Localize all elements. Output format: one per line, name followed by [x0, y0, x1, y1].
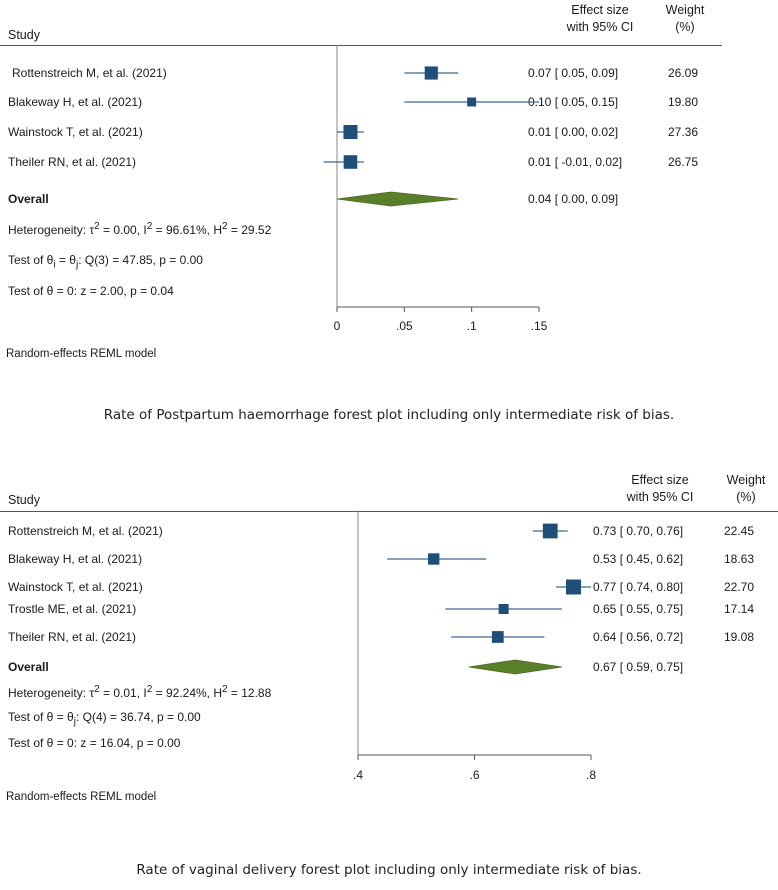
ci-header: with 95% CI — [626, 490, 694, 504]
figure-caption: Rate of Postpartum haemorrhage forest pl… — [103, 407, 675, 423]
study-weight-value: 17.14 — [724, 602, 755, 616]
study-weight-value: 19.80 — [668, 95, 699, 109]
overall-label: Overall — [8, 192, 49, 206]
study-label: Blakeway H, et al. (2021) — [8, 95, 143, 109]
overall-ci-value: 0.67 [ 0.59, 0.75] — [593, 660, 684, 674]
study-label: Trostle ME, et al. (2021) — [8, 602, 137, 616]
study-ci-value: 0.64 [ 0.56, 0.72] — [593, 630, 684, 644]
study-label: Theiler RN, et al. (2021) — [8, 630, 137, 644]
study-ci-value: 0.53 [ 0.45, 0.62] — [593, 552, 684, 566]
x-tick-label: .4 — [353, 768, 363, 782]
overall-ci-value: 0.04 [ 0.00, 0.09] — [528, 192, 619, 206]
figure-caption: Rate of vaginal delivery forest plot inc… — [136, 862, 642, 878]
study-ci-value: 0.01 [ -0.01, 0.02] — [528, 155, 623, 169]
study-weight-value: 22.70 — [724, 580, 755, 594]
study-label: Rottenstreich M, et al. (2021) — [12, 66, 167, 80]
overall-label: Overall — [8, 660, 49, 674]
study-ci-value: 0.65 [ 0.55, 0.75] — [593, 602, 684, 616]
forest-plot-vaginal-delivery: Study Effect size with 95% CI Weight (%)… — [0, 465, 778, 810]
study-column-header: Study — [8, 28, 40, 42]
study-weight-value: 26.75 — [668, 155, 699, 169]
study-ci-value: 0.73 [ 0.70, 0.76] — [593, 524, 684, 538]
study-label: Wainstock T, et al. (2021) — [8, 580, 143, 594]
study-ci-value: 0.10 [ 0.05, 0.15] — [528, 95, 619, 109]
weight-unit-header: (%) — [675, 20, 695, 34]
study-label: Blakeway H, et al. (2021) — [8, 552, 143, 566]
study-weight-value: 26.09 — [668, 66, 699, 80]
forest-plot-postpartum-haemorrhage: Study Effect size with 95% CI Weight (%)… — [0, 0, 778, 370]
x-tick-label: .15 — [531, 319, 548, 333]
test-theta-zero-text: Test of θ = 0: z = 16.04, p = 0.00 — [8, 736, 181, 750]
model-label: Random-effects REML model — [6, 791, 157, 803]
study-label: Theiler RN, et al. (2021) — [8, 155, 137, 169]
overall-diamond — [336, 191, 459, 207]
effect-marker — [424, 66, 438, 80]
study-label: Wainstock T, et al. (2021) — [8, 125, 143, 139]
x-tick-label: 0 — [334, 319, 341, 333]
weight-header: Weight — [665, 3, 705, 17]
forest-plot-graphic: 0 .05 .1 .15 — [323, 45, 548, 333]
test-theta-zero-text: Test of θ = 0: z = 2.00, p = 0.04 — [8, 284, 174, 298]
weight-header: Weight — [726, 473, 766, 487]
study-column-header: Study — [8, 493, 40, 507]
heterogeneity-text: Heterogeneity: τ2 = 0.00, I2 = 96.61%, H… — [8, 221, 272, 237]
heterogeneity-text: Heterogeneity: τ2 = 0.01, I2 = 92.24%, H… — [8, 684, 272, 700]
study-weight-value: 27.36 — [668, 125, 699, 139]
effect-marker — [428, 553, 440, 565]
model-label: Random-effects REML model — [6, 348, 157, 360]
header-rule — [0, 45, 722, 46]
study-ci-value: 0.77 [ 0.74, 0.80] — [593, 580, 684, 594]
header-rule — [0, 511, 778, 512]
x-tick-label: .05 — [396, 319, 413, 333]
study-weight-value: 22.45 — [724, 524, 755, 538]
effect-marker — [343, 155, 358, 169]
effect-marker — [467, 97, 477, 107]
x-tick-label: .6 — [469, 768, 479, 782]
effect-marker — [566, 579, 582, 595]
effect-size-header: Effect size — [631, 473, 689, 487]
study-weight-value: 19.08 — [724, 630, 755, 644]
x-tick-label: .1 — [467, 319, 477, 333]
effect-size-header: Effect size — [571, 3, 629, 17]
study-ci-value: 0.01 [ 0.00, 0.02] — [528, 125, 619, 139]
effect-marker — [542, 523, 558, 539]
effect-marker — [491, 631, 504, 643]
study-label: Rottenstreich M, et al. (2021) — [8, 524, 163, 538]
weight-unit-header: (%) — [736, 490, 756, 504]
effect-marker — [498, 604, 509, 614]
study-weight-value: 18.63 — [724, 552, 755, 566]
effect-marker — [343, 125, 358, 139]
ci-header: with 95% CI — [566, 20, 634, 34]
test-theta-i-text: Test of θ = θj: Q(4) = 36.74, p = 0.00 — [8, 710, 201, 728]
forest-plot-graphic: .4 .6 .8 — [353, 511, 596, 782]
x-tick-label: .8 — [586, 768, 596, 782]
study-ci-value: 0.07 [ 0.05, 0.09] — [528, 66, 619, 80]
overall-diamond — [468, 659, 562, 675]
test-theta-i-text: Test of θi = θj: Q(3) = 47.85, p = 0.00 — [8, 253, 203, 271]
